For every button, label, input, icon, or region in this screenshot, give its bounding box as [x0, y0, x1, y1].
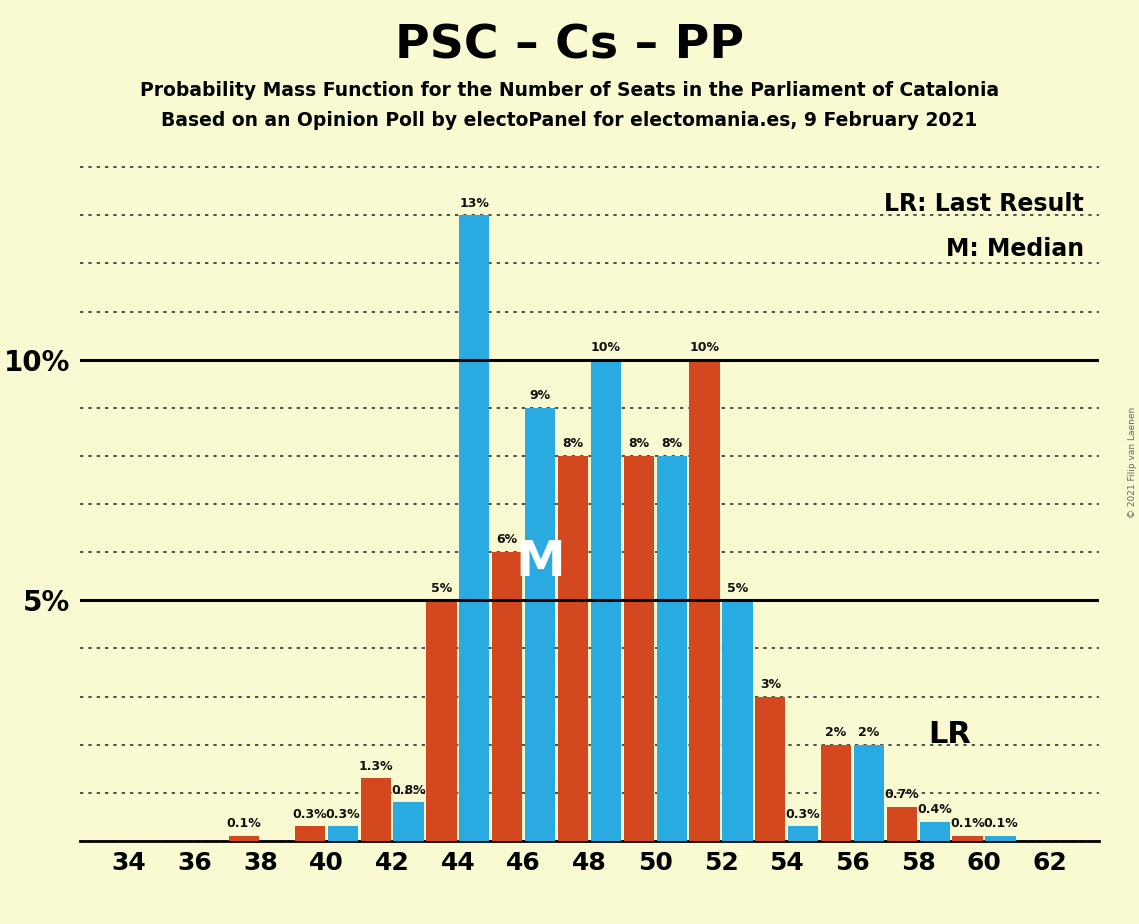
Bar: [722, 601, 753, 841]
Text: 10%: 10%: [689, 341, 720, 354]
Text: 0.4%: 0.4%: [917, 803, 952, 816]
Bar: [854, 745, 884, 841]
Bar: [788, 826, 818, 841]
Text: 0.1%: 0.1%: [950, 817, 985, 831]
Text: 3%: 3%: [760, 677, 781, 691]
Bar: [591, 359, 621, 841]
Text: 2%: 2%: [859, 726, 879, 739]
Text: © 2021 Filip van Laenen: © 2021 Filip van Laenen: [1128, 407, 1137, 517]
Text: 0.3%: 0.3%: [786, 808, 820, 821]
Text: 13%: 13%: [459, 197, 490, 210]
Text: 5%: 5%: [431, 581, 452, 594]
Bar: [328, 826, 358, 841]
Bar: [459, 215, 490, 841]
Text: 0.3%: 0.3%: [293, 808, 327, 821]
Text: 0.1%: 0.1%: [227, 817, 262, 831]
Text: M: M: [515, 538, 565, 586]
Bar: [229, 836, 260, 841]
Text: Based on an Opinion Poll by electoPanel for electomania.es, 9 February 2021: Based on an Opinion Poll by electoPanel …: [162, 111, 977, 130]
Bar: [558, 456, 588, 841]
Text: PSC – Cs – PP: PSC – Cs – PP: [395, 23, 744, 68]
Bar: [952, 836, 983, 841]
Text: 8%: 8%: [629, 437, 649, 450]
Bar: [656, 456, 687, 841]
Text: 0.8%: 0.8%: [392, 784, 426, 796]
Text: 8%: 8%: [563, 437, 583, 450]
Text: LR: LR: [928, 721, 972, 749]
Bar: [426, 601, 457, 841]
Bar: [624, 456, 654, 841]
Text: 0.1%: 0.1%: [983, 817, 1018, 831]
Bar: [393, 802, 424, 841]
Bar: [525, 407, 555, 841]
Text: M: Median: M: Median: [945, 237, 1084, 261]
Text: 8%: 8%: [661, 437, 682, 450]
Bar: [755, 697, 786, 841]
Bar: [985, 836, 1016, 841]
Text: 9%: 9%: [530, 389, 550, 402]
Text: 2%: 2%: [826, 726, 846, 739]
Text: 1.3%: 1.3%: [359, 760, 393, 772]
Bar: [919, 821, 950, 841]
Text: 6%: 6%: [497, 533, 518, 546]
Bar: [689, 359, 720, 841]
Text: 0.7%: 0.7%: [885, 788, 919, 801]
Text: LR: Last Result: LR: Last Result: [884, 192, 1084, 216]
Text: Probability Mass Function for the Number of Seats in the Parliament of Catalonia: Probability Mass Function for the Number…: [140, 81, 999, 101]
Bar: [295, 826, 325, 841]
Text: 0.3%: 0.3%: [326, 808, 360, 821]
Bar: [821, 745, 851, 841]
Bar: [492, 553, 523, 841]
Bar: [886, 808, 917, 841]
Bar: [361, 778, 391, 841]
Text: 10%: 10%: [591, 341, 621, 354]
Text: 5%: 5%: [727, 581, 748, 594]
